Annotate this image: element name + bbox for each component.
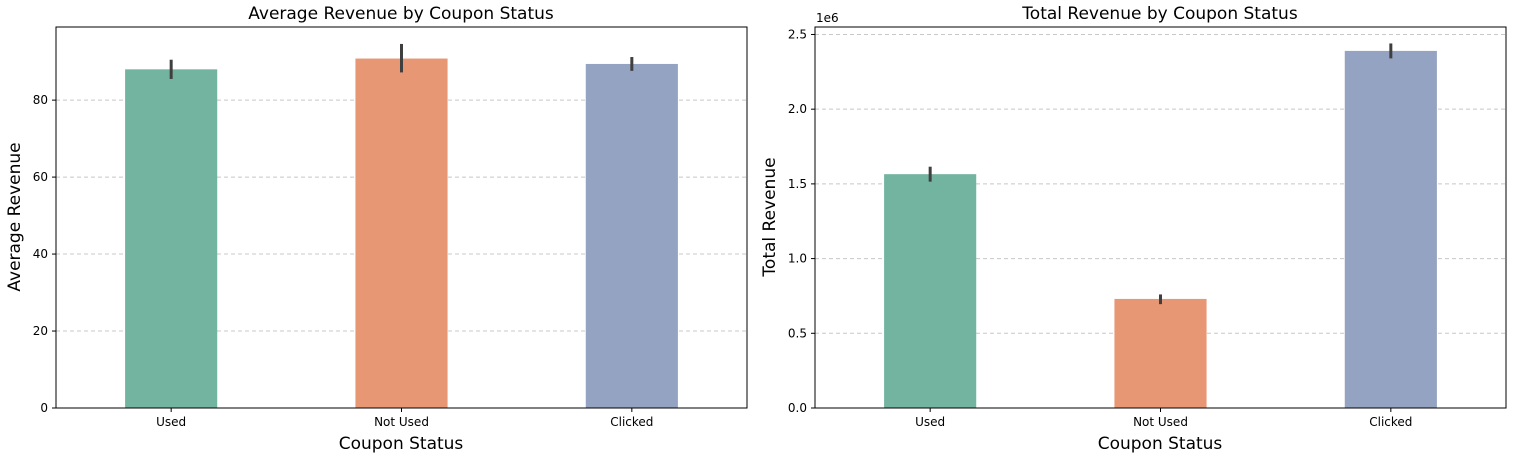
- y-axis-label: Total Revenue: [760, 157, 780, 277]
- plot-area: Used Not Used Clicked 0 20 40 60 80: [33, 26, 748, 429]
- total-revenue-chart: Total Revenue by Coupon Status Total Rev…: [760, 4, 1507, 454]
- y-tick-label: 60: [33, 170, 48, 184]
- bar: [125, 69, 218, 408]
- plot-frame: [55, 26, 748, 409]
- y-tick-label: 2.0: [788, 102, 807, 116]
- average-revenue-chart: Average Revenue by Coupon Status Average…: [5, 4, 748, 454]
- x-tick-label: Not Used: [374, 415, 429, 429]
- y-axis-label: Average Revenue: [5, 142, 25, 291]
- plot-area: Used Not Used Clicked 0.0 0.5 1.0 1.5 2.0 2.5: [788, 26, 1507, 429]
- y-tick-label: 0.0: [788, 401, 807, 415]
- x-tick-label: Not Used: [1133, 415, 1188, 429]
- plot-frame: [814, 26, 1507, 409]
- y-tick-label: 0.5: [788, 326, 807, 340]
- y-tick-label: 2.5: [788, 27, 807, 41]
- y-tick-label: 40: [33, 247, 48, 261]
- y-tick-label: 1.0: [788, 252, 807, 266]
- x-axis-label: Coupon Status: [1098, 434, 1223, 454]
- y-tick-label: 0: [40, 401, 48, 415]
- bar: [884, 174, 977, 408]
- x-tick-label: Used: [915, 415, 945, 429]
- bar: [355, 58, 448, 408]
- x-axis-label: Coupon Status: [339, 434, 464, 454]
- chart-title: Average Revenue by Coupon Status: [248, 4, 554, 24]
- x-tick-label: Clicked: [1369, 415, 1412, 429]
- bar: [585, 63, 678, 408]
- y-tick-label: 20: [33, 324, 48, 338]
- axis-offset-label: 1e6: [816, 11, 839, 25]
- x-tick-label: Used: [156, 415, 186, 429]
- bar: [1344, 50, 1437, 408]
- y-tick-label: 1.5: [788, 177, 807, 191]
- chart-title: Total Revenue by Coupon Status: [1021, 4, 1298, 24]
- bar: [1114, 298, 1207, 408]
- y-tick-label: 80: [33, 93, 48, 107]
- x-tick-label: Clicked: [610, 415, 653, 429]
